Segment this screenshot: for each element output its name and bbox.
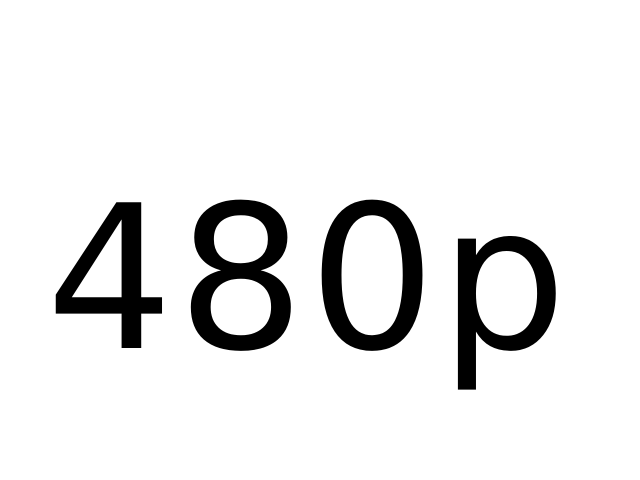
resolution-label: 480p	[46, 163, 571, 396]
